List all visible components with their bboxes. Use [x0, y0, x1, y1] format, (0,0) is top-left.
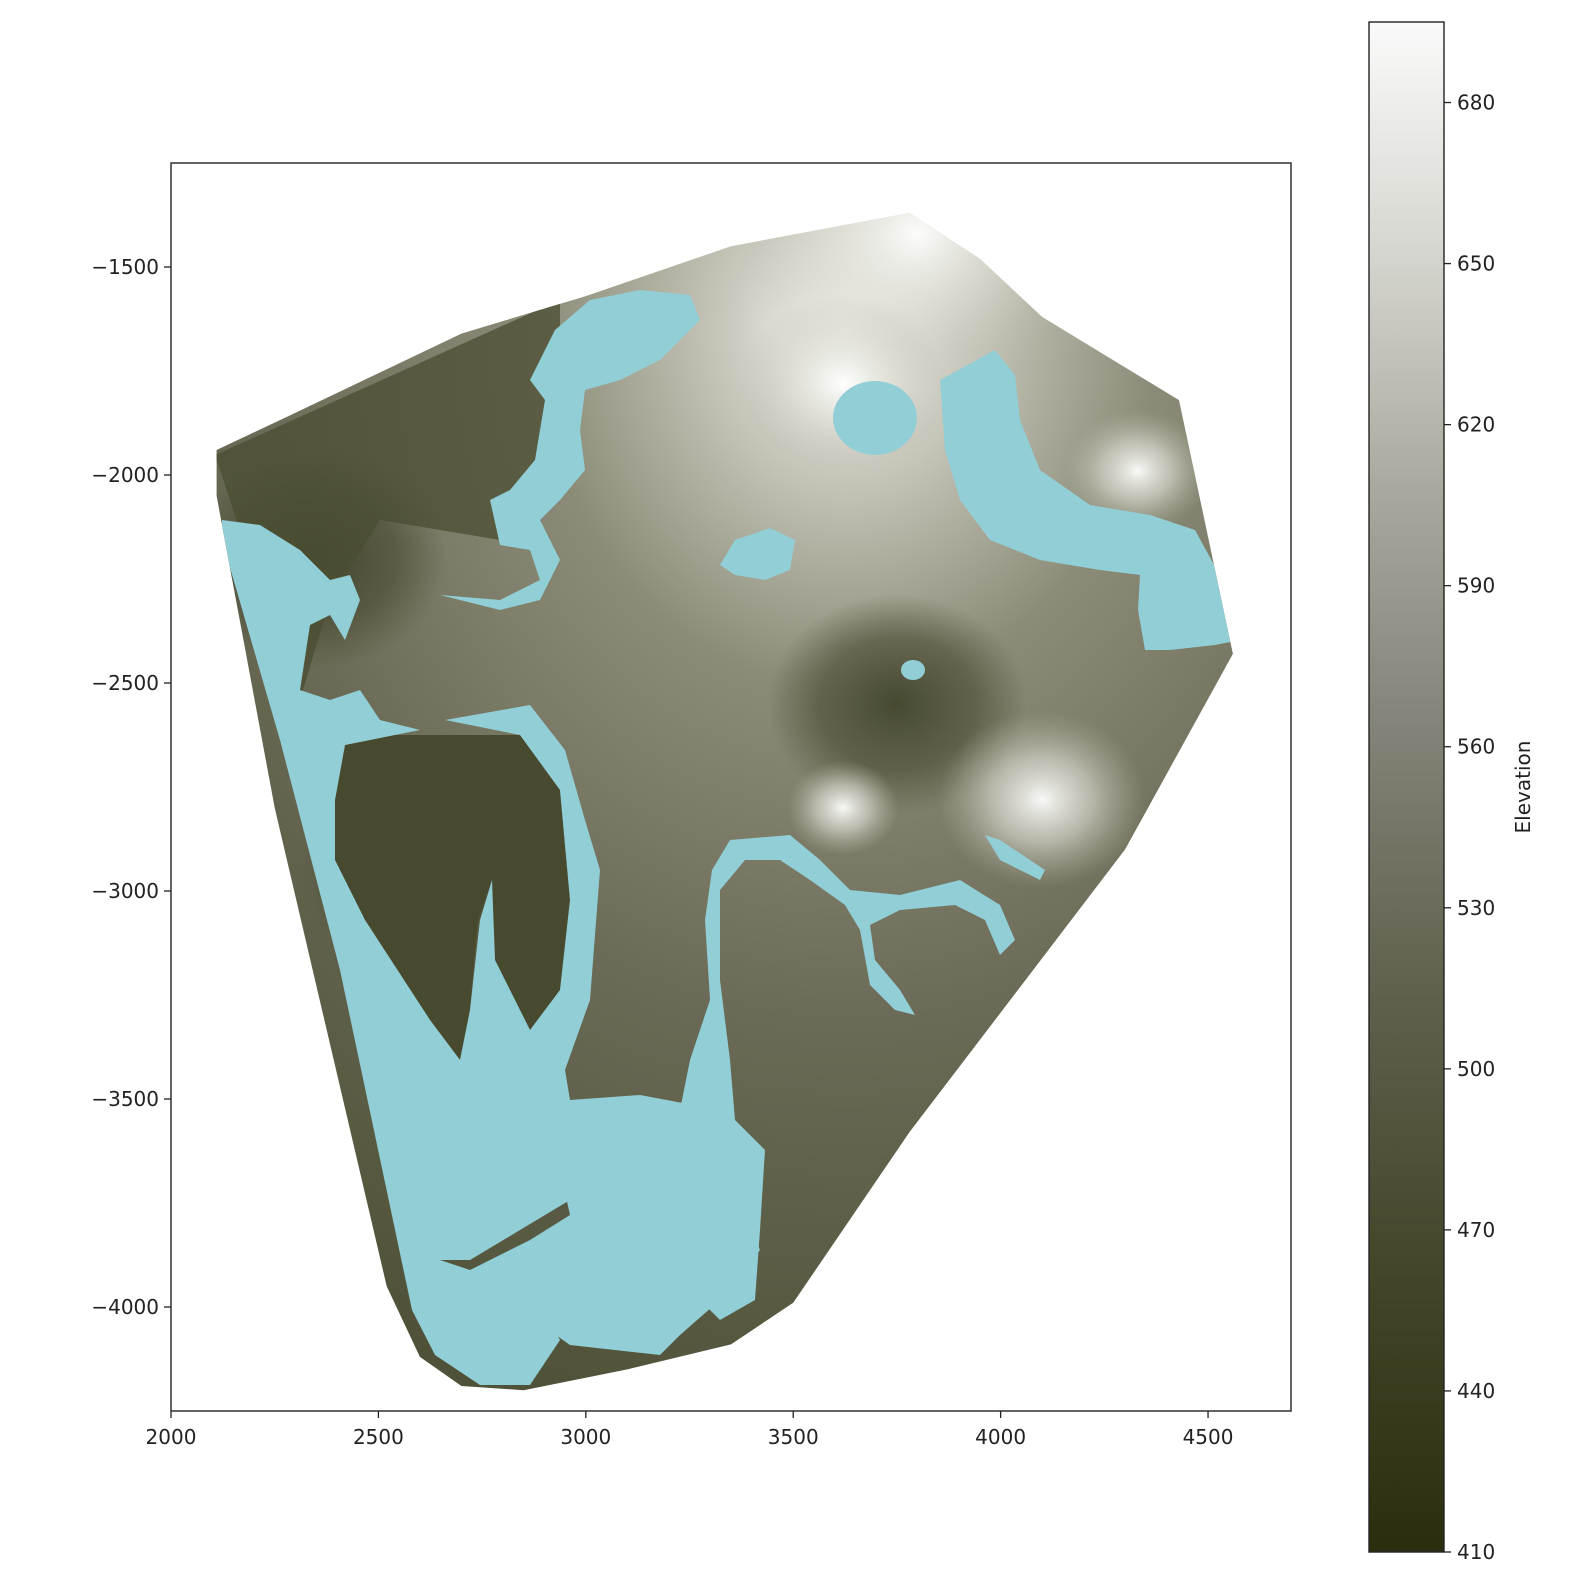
- northwest-river: [440, 290, 700, 610]
- western-lake: [222, 520, 760, 1385]
- y-axis: −1500 −2000 −2500 −3000 −3500 −4000: [91, 255, 171, 1319]
- peak-2: [938, 711, 1147, 888]
- colorbar-tick-label: 650: [1457, 252, 1495, 276]
- north-pond: [833, 381, 917, 455]
- x-axis: 2000 2500 3000 3500 4000 4500: [146, 1411, 1234, 1449]
- colorbar-tick-label: 410: [1457, 1540, 1495, 1564]
- peak-4: [1065, 409, 1210, 533]
- axes-frame: [170, 162, 1292, 1412]
- x-tick-label: 4500: [1183, 1425, 1234, 1449]
- colorbar-label: Elevation: [1511, 741, 1535, 834]
- colorbar-tick-label: 500: [1457, 1057, 1495, 1081]
- x-tick-label: 3000: [560, 1425, 611, 1449]
- x-tick-label: 2000: [146, 1425, 197, 1449]
- colorbar: 410 440 470 500 530 560 590 620 650 680 Elevation: [1368, 21, 1535, 1564]
- peak-1: [739, 295, 947, 472]
- map-axes: 2000 2500 3000 3500 4000 4500 −1500 −2000 −2500…: [91, 162, 1292, 1449]
- x-tick-label: 2500: [353, 1425, 404, 1449]
- peak-3: [787, 760, 899, 856]
- northeast-lake: [940, 350, 1233, 650]
- x-tick-label: 4000: [975, 1425, 1026, 1449]
- colorbar-ticks: 410 440 470 500 530 560 590 620 650 680: [1444, 91, 1495, 1564]
- x-tick-label: 3500: [768, 1425, 819, 1449]
- highland-peaks: [733, 212, 1210, 888]
- y-tick-label: −1500: [91, 255, 159, 279]
- colorbar-tick-label: 620: [1457, 413, 1495, 437]
- colorbar-tick-label: 560: [1457, 735, 1495, 759]
- central-lowland-island: [335, 735, 570, 1060]
- colorbar-tick-label: 470: [1457, 1218, 1495, 1242]
- central-river: [680, 835, 1015, 1320]
- colorbar-tick-label: 590: [1457, 574, 1495, 598]
- y-tick-label: −3500: [91, 1087, 159, 1111]
- colorbar-tick-label: 680: [1457, 91, 1495, 115]
- water-bodies: [222, 290, 1233, 1385]
- y-tick-label: −3000: [91, 879, 159, 903]
- y-tick-label: −2500: [91, 671, 159, 695]
- colorbar-bar: [1368, 21, 1445, 1553]
- east-channel: [985, 835, 1045, 880]
- central-pool: [901, 660, 925, 680]
- y-tick-label: −4000: [91, 1295, 159, 1319]
- colorbar-tick-label: 530: [1457, 896, 1495, 920]
- colorbar-tick-label: 440: [1457, 1379, 1495, 1403]
- central-small-pond: [720, 528, 795, 580]
- y-tick-label: −2000: [91, 463, 159, 487]
